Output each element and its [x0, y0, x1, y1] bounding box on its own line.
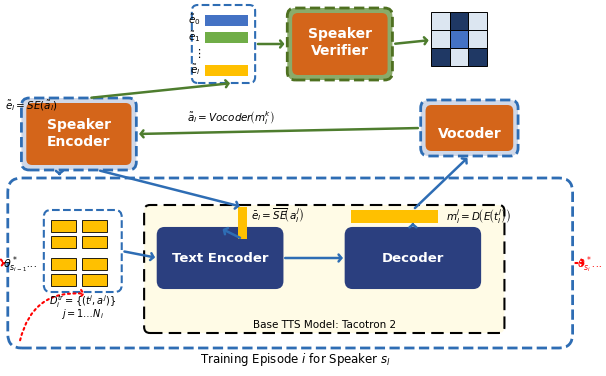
FancyBboxPatch shape [425, 105, 513, 151]
Bar [205, 32, 248, 43]
Bar [351, 210, 438, 223]
FancyBboxPatch shape [26, 103, 132, 165]
Text: Speaker: Speaker [47, 118, 111, 132]
Bar [205, 15, 248, 26]
Bar [82, 258, 107, 270]
Text: Base TTS Model: Tacotron 2: Base TTS Model: Tacotron 2 [253, 320, 396, 330]
Bar [82, 220, 107, 232]
Text: Speaker: Speaker [308, 27, 372, 41]
Text: $\tilde{e}_l = SE(\tilde{a}_l)$: $\tilde{e}_l = SE(\tilde{a}_l)$ [5, 99, 58, 113]
Text: $D_i^{tr} = \{(t^j, a^j)\}$: $D_i^{tr} = \{(t^j, a^j)\}$ [49, 294, 116, 311]
Bar [51, 258, 76, 270]
Text: $j = 1 \ldots N_i$: $j = 1 \ldots N_i$ [61, 307, 104, 321]
FancyBboxPatch shape [287, 8, 393, 80]
Text: Vocoder: Vocoder [438, 127, 501, 141]
Text: $\theta^*_{s_i}$...: $\theta^*_{s_i}$... [578, 255, 604, 276]
Text: $\theta^*_{s_{i-1}}$...: $\theta^*_{s_{i-1}}$... [3, 255, 37, 276]
Text: $\vdots$: $\vdots$ [193, 47, 202, 59]
Text: Training Episode $i$ for Speaker $s_l$: Training Episode $i$ for Speaker $s_l$ [199, 352, 390, 368]
FancyBboxPatch shape [158, 228, 282, 288]
Bar [431, 30, 450, 48]
FancyBboxPatch shape [21, 98, 136, 170]
Text: $\bar{e}_l = \overline{SE}\!\left(a_l^j\right)$: $\bar{e}_l = \overline{SE}\!\left(a_l^j\… [251, 206, 304, 224]
Bar [431, 48, 450, 66]
FancyBboxPatch shape [8, 178, 573, 348]
Text: Decoder: Decoder [382, 252, 444, 264]
Text: $\tilde{e}_0$: $\tilde{e}_0$ [188, 12, 201, 27]
Text: $\tilde{e}_l$: $\tilde{e}_l$ [190, 62, 201, 77]
Bar [468, 30, 487, 48]
Bar [450, 30, 468, 48]
Text: $\tilde{a}_l = Vocoder\!\left(m_i^k\right)$: $\tilde{a}_l = Vocoder\!\left(m_i^k\righ… [187, 109, 275, 126]
FancyBboxPatch shape [44, 210, 122, 292]
FancyBboxPatch shape [345, 228, 480, 288]
FancyBboxPatch shape [421, 100, 518, 156]
Bar [51, 220, 76, 232]
Bar [431, 12, 450, 30]
Text: Text Encoder: Text Encoder [172, 252, 268, 264]
Text: Verifier: Verifier [311, 44, 369, 58]
Bar [468, 48, 487, 66]
FancyBboxPatch shape [292, 13, 388, 75]
Bar [450, 12, 468, 30]
Bar [468, 12, 487, 30]
Bar [51, 274, 76, 286]
Bar [51, 236, 76, 248]
Text: $\tilde{e}_1$: $\tilde{e}_1$ [188, 30, 201, 44]
Bar [205, 65, 248, 76]
Bar [238, 207, 247, 239]
Text: $m_l^j = D\!\left(E\!\left(t_l^j\right)\right)$: $m_l^j = D\!\left(E\!\left(t_l^j\right)\… [446, 207, 511, 225]
FancyBboxPatch shape [192, 5, 255, 83]
Bar [82, 274, 107, 286]
Bar [82, 236, 107, 248]
Text: Encoder: Encoder [47, 135, 111, 149]
Bar [450, 48, 468, 66]
FancyBboxPatch shape [144, 205, 504, 333]
